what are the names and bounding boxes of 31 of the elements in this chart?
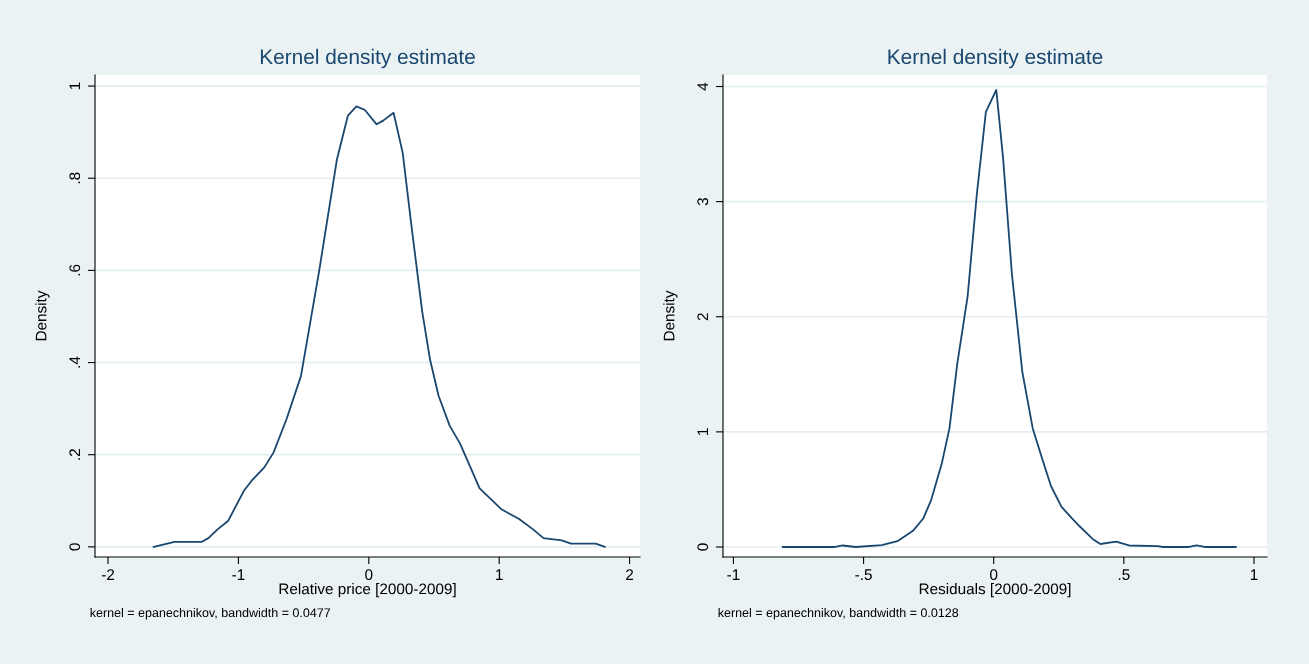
- line-series: [152, 105, 606, 548]
- x-tick-label: -2: [101, 569, 115, 580]
- y-tick-label: .6: [69, 264, 81, 276]
- y-tick-label: 4: [697, 82, 709, 91]
- y-tick-label: 1: [69, 82, 81, 90]
- line-series: [781, 89, 1237, 548]
- y-tick-label: 0: [69, 543, 81, 551]
- x-tick-label: -1: [727, 569, 740, 580]
- x-tick-label: 0: [365, 569, 373, 581]
- x-tick-label: 1: [496, 569, 503, 580]
- x-tick-label: -1: [232, 569, 245, 580]
- y-tick-label: .2: [69, 449, 81, 460]
- x-tick-label: 2: [626, 569, 634, 580]
- text: kernel = epanechnikov, bandwidth = 0.0477: [90, 607, 331, 620]
- x-tick-label: .5: [1118, 569, 1130, 581]
- y-axis-title: Density: [35, 290, 50, 341]
- x-tick-label: -.5: [855, 569, 872, 581]
- x-axis-title: Residuals [2000-2009]: [919, 583, 1071, 598]
- x-tick-label: 1: [1250, 569, 1258, 580]
- x-axis-title: Relative price [2000-2009]: [279, 583, 456, 598]
- y-tick-label: .8: [69, 172, 81, 184]
- y-tick-label: 0: [697, 543, 709, 551]
- x-tick-label: 0: [990, 569, 998, 581]
- text: kernel = epanechnikov, bandwidth = 0.0128: [718, 607, 959, 620]
- y-axis-title: Density: [663, 290, 678, 341]
- y-tick-label: 3: [697, 198, 709, 206]
- y-tick-label: .4: [69, 356, 81, 368]
- chart-title: Kernel density estimate: [260, 48, 475, 69]
- chart-title: Kernel density estimate: [888, 48, 1103, 69]
- y-tick-label: 1: [697, 428, 709, 435]
- y-tick-label: 2: [697, 313, 709, 321]
